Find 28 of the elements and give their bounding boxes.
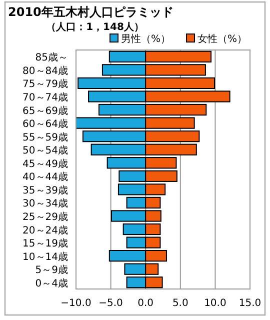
- y-tick-label: 5～9歳: [35, 264, 68, 276]
- y-tick-label: 15～19歳: [22, 238, 68, 250]
- x-tick-label: 0.0: [138, 298, 154, 309]
- y-tick-label: 70～74歳: [22, 91, 68, 104]
- y-tick-label: 65～69歳: [22, 104, 68, 117]
- x-tick-label: 15.0: [238, 298, 262, 309]
- y-tick-label: 30～34歳: [22, 198, 68, 210]
- y-tick-label: 80～84歳: [22, 64, 68, 77]
- y-tick-label: 75～79歳: [22, 78, 68, 90]
- y-tick-label: 25～29歳: [22, 210, 68, 223]
- x-tick-label: 10.0: [204, 298, 226, 309]
- y-tick-label: 0～4歳: [35, 277, 68, 290]
- title: 2010年五木村人口ピラミッド: [8, 5, 174, 19]
- y-tick-label: 45～49歳: [22, 158, 68, 170]
- y-tick-label: 85歳～: [35, 52, 68, 64]
- x-tick-label: −5.0: [98, 298, 123, 309]
- y-tick-label: 60～64歳: [22, 118, 68, 130]
- legend-label: 男性（%）: [121, 33, 171, 45]
- subtitle: （人口：1，148人）: [46, 22, 144, 33]
- x-tick-label: −10.0: [60, 298, 92, 309]
- y-tick-label: 35～39歳: [22, 184, 68, 196]
- legend-label: 女性（%）: [198, 33, 248, 45]
- y-tick-label: 20～24歳: [22, 224, 68, 236]
- y-tick-label: 10～14歳: [22, 250, 68, 263]
- y-tick-label: 50～54歳: [22, 144, 68, 157]
- y-tick-label: 55～59歳: [22, 131, 68, 144]
- y-tick-label: 40～44歳: [22, 171, 68, 184]
- x-tick-label: 5.0: [172, 298, 188, 309]
